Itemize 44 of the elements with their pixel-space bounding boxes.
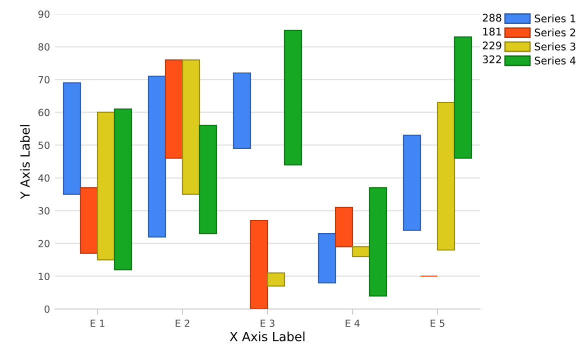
y-tick-label: 80 xyxy=(38,43,50,51)
bar xyxy=(352,246,370,258)
legend-label: Series 1 xyxy=(534,14,576,22)
text: 229 xyxy=(482,42,502,50)
legend-label: Series 3 xyxy=(534,42,576,50)
bar xyxy=(284,30,302,166)
x-tick-label: E 1 xyxy=(90,320,104,327)
bar xyxy=(250,220,268,309)
bar xyxy=(164,59,184,159)
x-axis-title: X Axis Label xyxy=(230,332,304,342)
bar xyxy=(232,72,252,149)
x-tick-label: E 5 xyxy=(430,320,444,327)
x-tick-label: E 3 xyxy=(260,320,274,327)
legend-label: Series 2 xyxy=(534,28,576,36)
bar xyxy=(266,272,286,287)
x-tick-label: E 2 xyxy=(176,320,190,327)
bar xyxy=(182,59,200,195)
y-tick-label: 60 xyxy=(38,108,50,116)
bar xyxy=(402,134,422,231)
y-tick-label: 70 xyxy=(38,76,50,84)
y-tick-label: 20 xyxy=(38,240,50,248)
bar xyxy=(436,102,456,251)
y-tick-label: 40 xyxy=(38,174,50,182)
bar xyxy=(368,187,388,296)
text: 181 xyxy=(483,28,502,36)
bar xyxy=(334,206,354,248)
y-tick-label: 10 xyxy=(38,272,50,280)
text: 288 xyxy=(482,14,502,22)
bar xyxy=(96,112,116,260)
x-tick-label: E 4 xyxy=(346,320,360,327)
y-tick-label: 30 xyxy=(38,207,50,214)
bar xyxy=(62,82,82,195)
y-tick-label: 90 xyxy=(38,10,50,18)
bar xyxy=(114,108,132,270)
y-tick-label: 0 xyxy=(44,305,50,313)
legend-label: Series 4 xyxy=(534,56,576,64)
bar xyxy=(198,124,218,234)
bar xyxy=(454,36,472,159)
y-tick-label: 50 xyxy=(38,142,50,149)
bar xyxy=(318,233,336,284)
text: 322 xyxy=(482,55,501,64)
y-axis-title: Y Axis Label xyxy=(20,125,30,200)
bar xyxy=(148,76,166,238)
bar xyxy=(80,187,98,254)
